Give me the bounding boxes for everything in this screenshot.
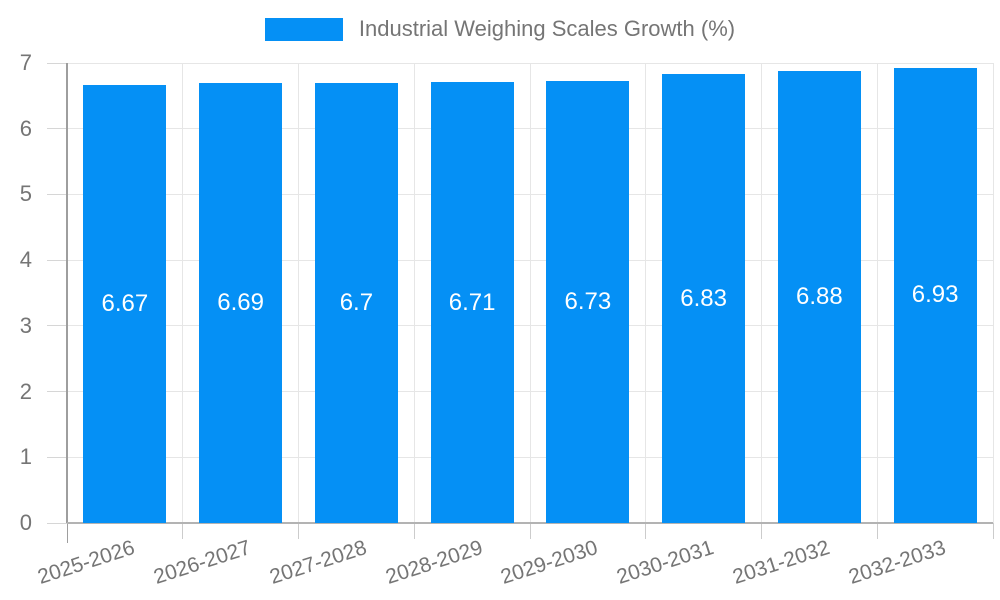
x-tick-mark <box>182 523 184 539</box>
legend-swatch <box>264 17 343 41</box>
y-tick-mark <box>47 325 67 327</box>
legend-label: Industrial Weighing Scales Growth (%) <box>358 16 736 41</box>
bar[interactable] <box>777 70 861 523</box>
x-axis-label: 2028-2029 <box>382 536 486 589</box>
y-tick-label: 4 <box>19 247 32 273</box>
v-gridline <box>529 63 531 523</box>
bar-value-label: 6.83 <box>680 284 727 312</box>
y-tick-label: 2 <box>19 378 32 404</box>
x-axis-label: 2026-2027 <box>151 536 254 589</box>
x-tick-mark <box>413 523 415 539</box>
v-gridline <box>876 63 878 523</box>
x-axis-label: 2029-2030 <box>498 536 601 589</box>
y-tick-label: 1 <box>19 444 32 470</box>
v-gridline <box>182 63 184 523</box>
bar[interactable] <box>430 82 514 523</box>
y-axis-line <box>66 63 68 523</box>
bar[interactable] <box>199 83 283 523</box>
y-tick-mark <box>47 128 67 130</box>
x-axis-label: 2031-2032 <box>729 536 833 589</box>
x-tick-mark <box>298 523 299 539</box>
v-gridline <box>298 63 299 523</box>
chart-legend: Industrial Weighing Scales Growth (%) <box>0 16 1000 42</box>
y-tick-mark <box>47 259 67 261</box>
x-axis-label: 2025-2026 <box>35 536 138 589</box>
bar-value-label: 6.69 <box>217 289 264 317</box>
bar[interactable] <box>314 82 398 523</box>
bar[interactable] <box>83 84 167 523</box>
x-tick-mark <box>66 523 68 543</box>
y-tick-label: 6 <box>19 115 32 141</box>
x-tick-mark <box>645 523 647 539</box>
x-tick-mark <box>876 523 878 539</box>
x-axis-label: 2027-2028 <box>266 536 370 589</box>
v-gridline <box>645 63 647 523</box>
y-tick-label: 7 <box>19 50 32 75</box>
bar[interactable] <box>893 67 977 523</box>
x-axis-line <box>67 522 993 524</box>
bar-value-label: 6.73 <box>564 287 612 315</box>
y-tick-mark <box>47 62 67 64</box>
x-axis-label: 2030-2031 <box>614 536 717 589</box>
bar-value-label: 6.71 <box>448 288 496 316</box>
x-tick-mark <box>761 523 762 539</box>
y-tick-label: 3 <box>19 312 32 338</box>
x-tick-mark <box>992 523 994 539</box>
y-tick-mark <box>47 522 67 524</box>
v-gridline <box>992 63 994 523</box>
y-tick-mark <box>47 456 67 458</box>
bar-value-label: 6.7 <box>339 288 374 316</box>
y-tick-label: 0 <box>19 510 32 535</box>
y-tick-label: 5 <box>19 181 32 207</box>
y-tick-mark <box>47 391 67 393</box>
x-axis-label: 2032-2033 <box>845 536 949 589</box>
v-gridline <box>413 63 415 523</box>
bar-value-label: 6.93 <box>911 281 959 309</box>
bar-value-label: 6.88 <box>796 282 843 310</box>
bar[interactable] <box>546 80 630 523</box>
bar-value-label: 6.67 <box>101 289 149 317</box>
x-tick-mark <box>529 523 531 539</box>
y-tick-mark <box>47 193 67 195</box>
bar[interactable] <box>662 74 746 523</box>
v-gridline <box>761 63 762 523</box>
